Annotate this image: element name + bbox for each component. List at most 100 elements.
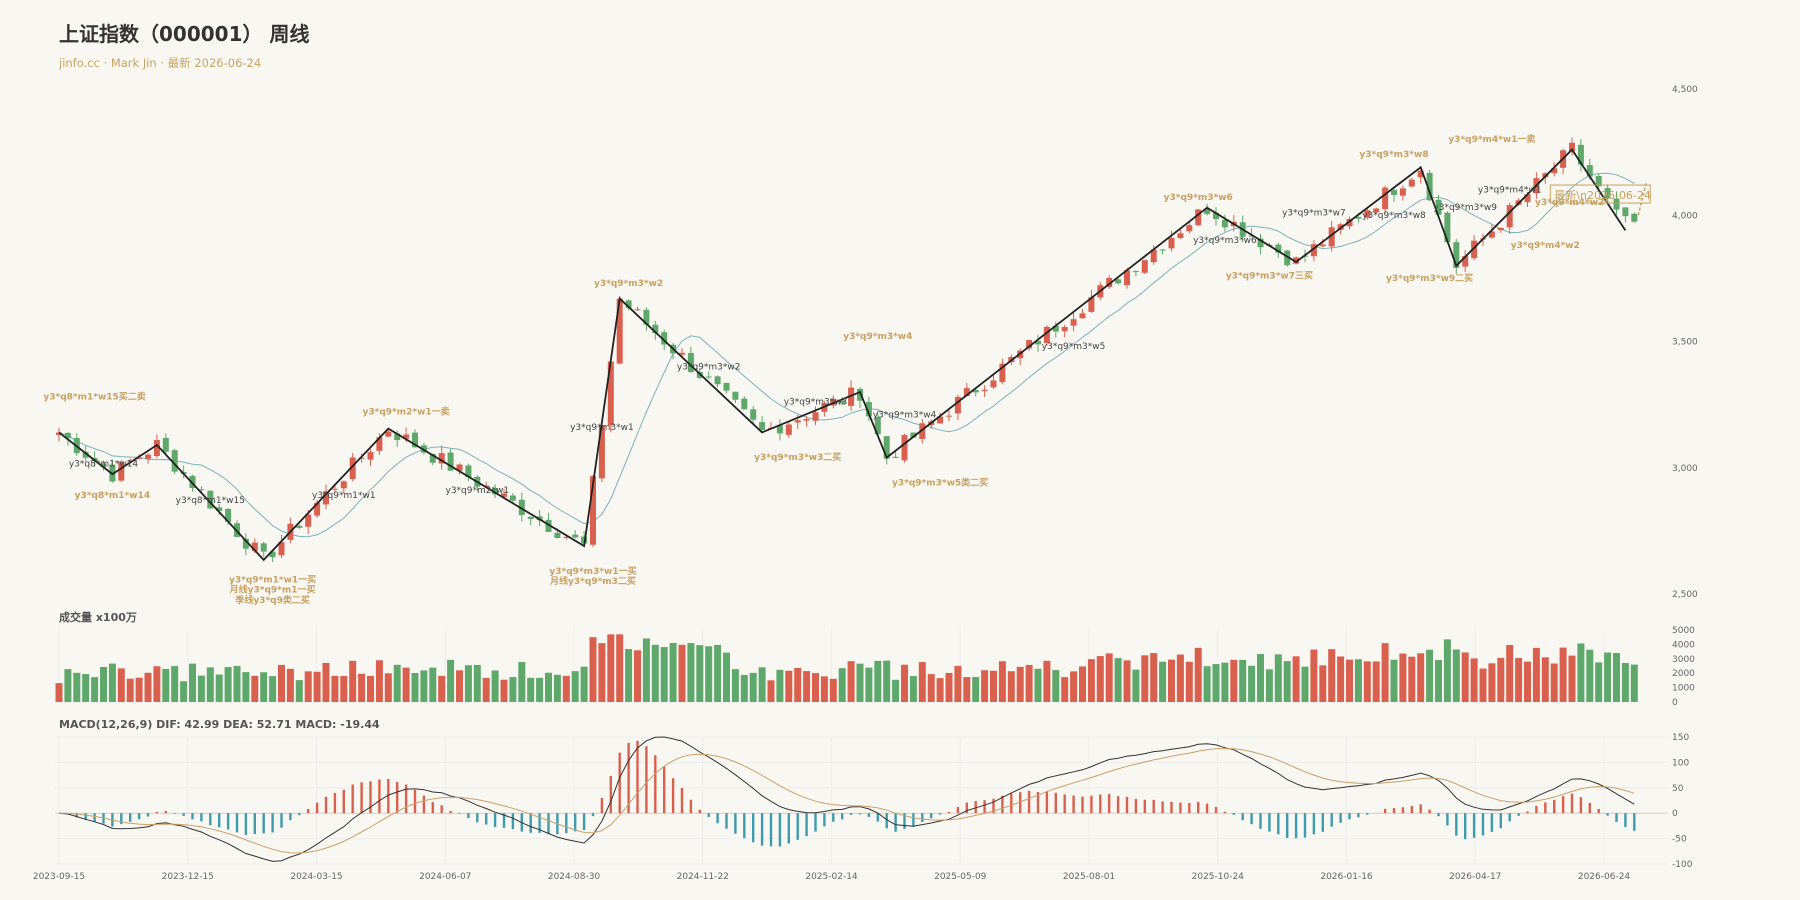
macd-histogram-bar [609, 775, 612, 814]
candle-body [1328, 227, 1335, 247]
macd-histogram-bar [1116, 796, 1120, 814]
macd-histogram-bar [698, 809, 701, 814]
macd-tick-label: 0 [1672, 809, 1678, 819]
volume-bar [1043, 660, 1051, 702]
candle-body [1026, 340, 1033, 349]
volume-bar [358, 673, 366, 702]
candle-body [501, 493, 507, 497]
volume-bar [776, 669, 784, 702]
macd-histogram-bar [867, 813, 871, 817]
macd-histogram-bar [1286, 813, 1289, 838]
macd-histogram-bar [1561, 796, 1565, 814]
latest-label: 最新\n2026-06-24 [1554, 188, 1651, 202]
annotation-label: y3*q9*m1*w1一买 [229, 575, 316, 586]
price-axis: 2,500 3,000 3,500 4,000 4,500 [1672, 85, 1698, 600]
volume-bar [963, 677, 971, 702]
candle-body [776, 425, 783, 434]
volume-bar [82, 673, 90, 702]
volume-bar [1613, 653, 1620, 702]
macd-histogram-bar [1357, 813, 1360, 818]
macd-histogram-bar [618, 752, 621, 814]
macd-histogram-bar [734, 813, 737, 834]
volume-bar [723, 652, 730, 702]
candle-body [741, 398, 748, 410]
macd-histogram-bar [885, 813, 888, 829]
volume-bar [1096, 656, 1104, 702]
volume-bar [1052, 670, 1060, 702]
volume-bar [1550, 663, 1558, 702]
candle-body [509, 495, 516, 501]
date-tick-label: 2024-06-07 [419, 872, 471, 882]
macd-histogram-bar [75, 813, 78, 818]
volume-bar [411, 673, 419, 702]
candle-body [296, 525, 303, 528]
volume-bar [278, 664, 285, 702]
volume-bar [767, 680, 775, 702]
candle-body [483, 485, 490, 487]
candle-body [465, 465, 472, 478]
candle-body [1070, 319, 1077, 326]
volume-bar [918, 662, 926, 702]
volume-bar [1168, 659, 1175, 702]
macd-histogram-bar [947, 811, 951, 814]
macd-histogram-bar [209, 813, 212, 826]
macd-histogram-bar [529, 813, 532, 833]
volume-bar [100, 666, 107, 702]
macd-histogram-bar [645, 746, 648, 814]
volume-bar [865, 667, 873, 702]
candle-body [1569, 142, 1575, 152]
date-axis: 2023-09-15 2023-12-15 2024-03-15 2024-06-07… [33, 872, 1631, 882]
macd-histogram-bar [1437, 813, 1440, 817]
volume-bar [313, 671, 321, 702]
candle-body [340, 481, 347, 489]
candle-body [269, 551, 276, 558]
macd-histogram-bar [1214, 806, 1218, 814]
volume-bar [393, 664, 401, 702]
macd-tick-label: 150 [1672, 733, 1689, 743]
volume-tick-label: 2000 [1672, 669, 1695, 679]
volume-bar [1132, 669, 1140, 702]
annotation-label: 季线y3*q9类二买 [234, 594, 310, 606]
candle-body [652, 324, 659, 334]
macd-histogram-bar [1553, 799, 1556, 814]
macd-histogram-bar [841, 813, 844, 820]
candlestick-layer [56, 137, 1638, 562]
volume-bar [1443, 639, 1451, 702]
macd-histogram-bar [324, 796, 328, 814]
volume-bar [162, 668, 170, 702]
volume-bar [927, 674, 935, 702]
volume-bar [189, 663, 196, 702]
candle-body [1408, 179, 1415, 187]
annotation-label: y3*q9*m3*w8 [1359, 150, 1428, 160]
candle-body [1426, 172, 1433, 201]
volume-bar [1515, 658, 1523, 702]
macd-histogram-bar [289, 813, 292, 821]
macd-histogram-bar [1624, 813, 1627, 828]
macd-histogram-bar [129, 813, 132, 822]
annotation-label: 月线y3*q9*m1一买 [229, 584, 316, 596]
macd-histogram-bar [1001, 795, 1004, 814]
candle-body [946, 415, 952, 417]
candle-body [1186, 225, 1193, 232]
volume-bar [1212, 664, 1220, 702]
volume-bar [892, 679, 900, 702]
volume-bar [331, 675, 339, 702]
macd-histogram-bar [1606, 813, 1609, 816]
macd-histogram-bar [1232, 813, 1235, 815]
candle-body [661, 332, 668, 345]
volume-bar [1248, 665, 1256, 702]
macd-histogram-bar [1205, 803, 1209, 814]
volume-tick-label: 1000 [1672, 684, 1695, 694]
candle-body [1177, 233, 1184, 238]
candle-body [1248, 235, 1255, 237]
macd-histogram-bar [1197, 801, 1200, 814]
volume-bar [607, 634, 615, 702]
volume-bar [1586, 649, 1594, 702]
price-tick-label: 2,500 [1672, 590, 1698, 600]
candle-body [750, 409, 757, 420]
volume-bar [224, 667, 232, 702]
annotation-label: y3*q9*m3*w5类二买 [892, 476, 988, 488]
macd-histogram-bar [707, 813, 710, 817]
candle-body [1204, 208, 1211, 215]
candle-body [1595, 175, 1602, 187]
